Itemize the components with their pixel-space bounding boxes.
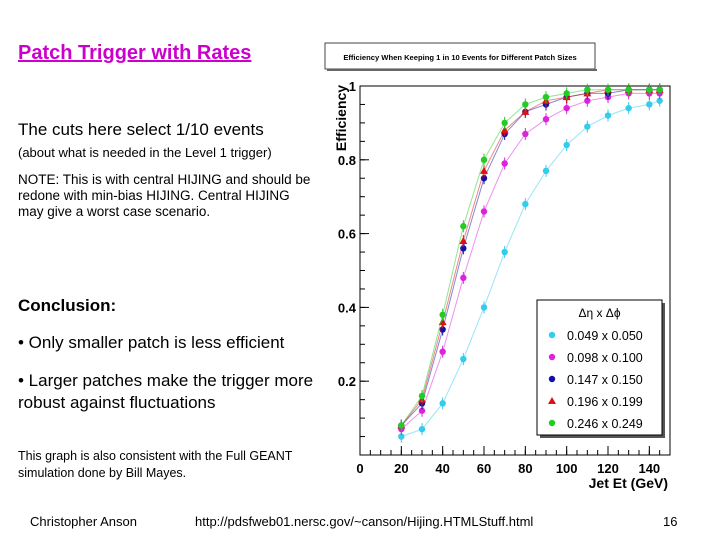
data-point bbox=[604, 86, 612, 93]
chart-title: Efficiency When Keeping 1 in 10 Events f… bbox=[343, 53, 576, 62]
y-axis-label: Efficiency bbox=[333, 85, 349, 151]
data-point bbox=[418, 425, 426, 433]
consistency-note: This graph is also consistent with the F… bbox=[18, 449, 293, 480]
data-point bbox=[460, 355, 467, 363]
data-point bbox=[480, 166, 488, 174]
chart-title-box bbox=[324, 42, 596, 70]
x-tick-label: 80 bbox=[518, 461, 532, 476]
data-point bbox=[480, 304, 488, 311]
data-point bbox=[625, 86, 632, 93]
series-line bbox=[400, 89, 660, 426]
x-tick-label: 0 bbox=[356, 461, 363, 476]
data-point bbox=[500, 126, 509, 134]
legend-marker bbox=[548, 353, 556, 361]
data-point bbox=[480, 208, 488, 215]
legend-box bbox=[536, 299, 663, 436]
data-point bbox=[584, 86, 591, 93]
bullet-smaller-patch: • Only smaller patch is less efficient bbox=[18, 333, 285, 352]
chart-title-shadow bbox=[327, 69, 597, 71]
data-point bbox=[646, 86, 653, 93]
data-point bbox=[542, 116, 550, 123]
legend-marker bbox=[548, 375, 556, 383]
legend-label: 0.196 x 0.199 bbox=[567, 395, 643, 409]
data-point bbox=[563, 90, 570, 97]
data-point bbox=[521, 107, 530, 115]
data-point bbox=[646, 101, 653, 108]
note-text: NOTE: This is with central HIJING and sh… bbox=[18, 172, 311, 219]
data-point bbox=[501, 119, 508, 127]
x-tick-label: 100 bbox=[556, 461, 578, 476]
x-axis-label: Jet Et (GeV) bbox=[589, 475, 668, 491]
series-line bbox=[400, 89, 660, 426]
series-5 bbox=[398, 83, 663, 432]
x-tick-label: 140 bbox=[638, 461, 660, 476]
data-point bbox=[656, 86, 663, 93]
page-number: 16 bbox=[663, 514, 678, 529]
data-point bbox=[418, 392, 426, 400]
data-point bbox=[584, 97, 591, 104]
data-point bbox=[563, 104, 570, 112]
x-tick-label: 120 bbox=[597, 461, 619, 476]
data-point bbox=[439, 348, 446, 355]
data-point bbox=[460, 274, 467, 282]
efficiency-chart: Efficiency When Keeping 1 in 10 Events f… bbox=[324, 42, 671, 491]
y-tick-label: 1 bbox=[349, 79, 356, 94]
data-point bbox=[501, 248, 508, 256]
data-point bbox=[459, 236, 468, 244]
data-point bbox=[542, 167, 550, 175]
data-point bbox=[398, 433, 405, 440]
legend-label: 0.147 x 0.150 bbox=[567, 373, 643, 387]
data-point bbox=[501, 160, 508, 167]
footer-url: http://pdsfweb01.nersc.gov/~canson/Hijin… bbox=[195, 514, 534, 529]
legend-label: 0.098 x 0.100 bbox=[567, 351, 643, 365]
data-point bbox=[480, 156, 488, 163]
x-tick-label: 40 bbox=[435, 461, 449, 476]
cuts-subline: (about what is needed in the Level 1 tri… bbox=[18, 145, 272, 160]
legend: Δη x Δϕ 0.049 x 0.050 0.098 x 0.100 0.147 x… bbox=[536, 299, 665, 438]
y-tick-label: 0.4 bbox=[338, 300, 357, 315]
legend-label: 0.049 x 0.050 bbox=[567, 329, 643, 343]
data-point bbox=[522, 101, 529, 108]
y-tick-label: 0.6 bbox=[338, 227, 356, 242]
legend-marker bbox=[548, 419, 556, 427]
y-tick-label: 0.2 bbox=[338, 374, 356, 389]
conclusion-heading: Conclusion: bbox=[18, 296, 117, 315]
data-point bbox=[625, 104, 632, 112]
cuts-line: The cuts here select 1/10 events bbox=[18, 120, 264, 139]
slide-title[interactable]: Patch Trigger with Rates bbox=[18, 42, 252, 64]
data-point bbox=[584, 123, 591, 130]
series-line bbox=[400, 92, 660, 430]
data-point bbox=[656, 97, 663, 104]
legend-marker bbox=[548, 331, 556, 339]
data-point bbox=[439, 311, 446, 318]
data-point bbox=[418, 407, 426, 414]
data-point bbox=[542, 93, 550, 101]
data-point bbox=[398, 422, 405, 429]
x-tick-label: 60 bbox=[477, 461, 491, 476]
data-point bbox=[604, 112, 612, 119]
y-tick-label: 0.8 bbox=[338, 153, 356, 168]
bullet-larger-patches: • Larger patches make the trigger more r… bbox=[18, 371, 314, 412]
chart-frame: Efficiency When Keeping 1 in 10 Events f… bbox=[324, 42, 668, 491]
data-point bbox=[522, 200, 529, 208]
series-line bbox=[401, 100, 660, 438]
data-point bbox=[439, 400, 446, 407]
legend-marker bbox=[548, 397, 556, 404]
x-tick-label: 20 bbox=[394, 461, 408, 476]
legend-title: Δη x Δϕ bbox=[578, 306, 620, 320]
legend-label: 0.246 x 0.249 bbox=[567, 417, 643, 431]
author: Christopher Anson bbox=[30, 514, 137, 529]
data-point bbox=[460, 223, 467, 230]
data-point bbox=[522, 130, 529, 138]
data-point bbox=[563, 141, 570, 149]
